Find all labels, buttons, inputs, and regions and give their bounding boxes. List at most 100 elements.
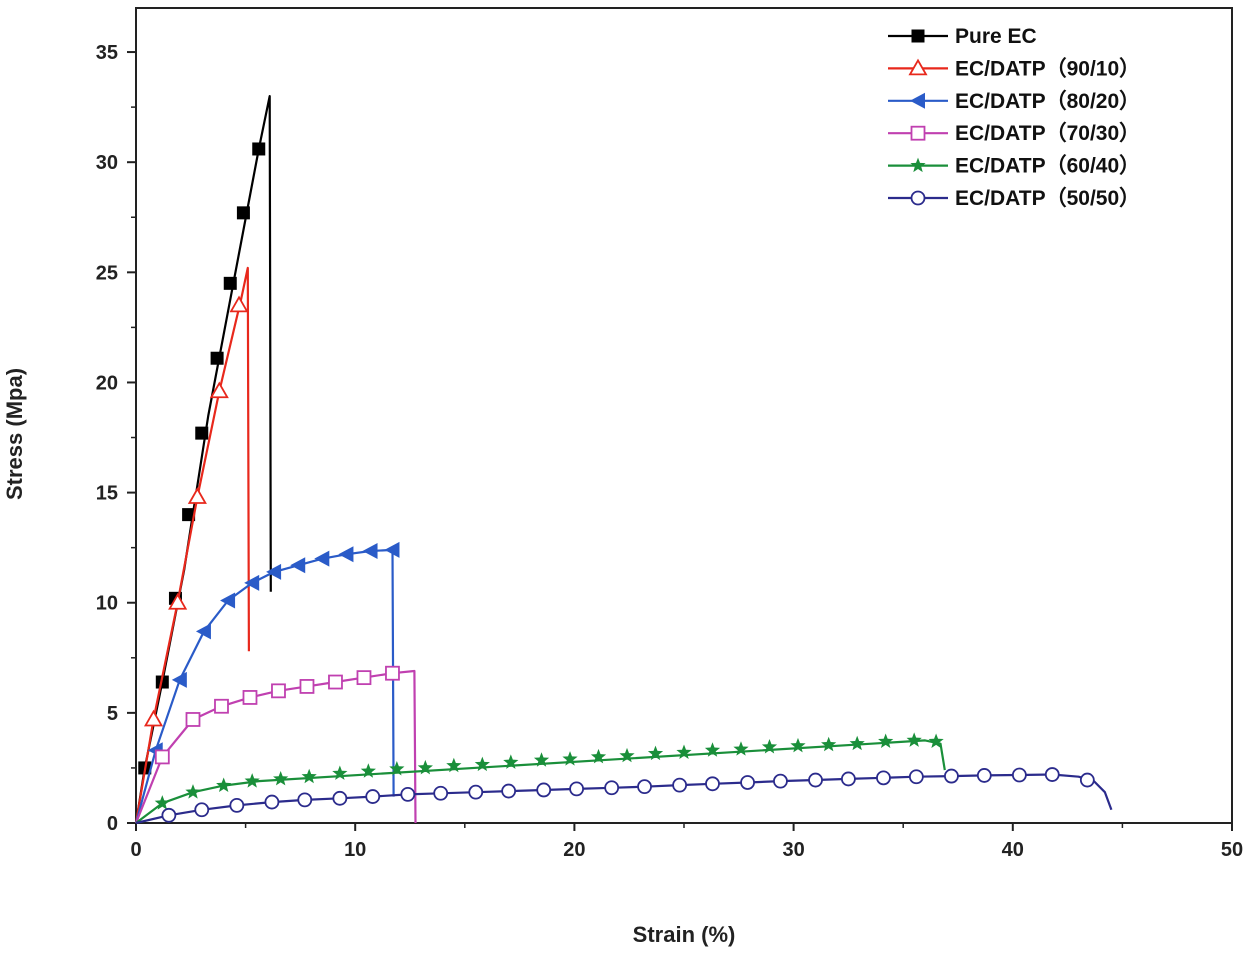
data-point [360,763,376,778]
data-point [187,487,207,504]
legend-marker [910,190,926,206]
data-point [433,785,449,801]
data-point [154,795,170,810]
data-point [400,786,416,802]
data-point [533,752,550,767]
x-axis-label: Strain (%) [633,922,736,947]
legend-marker [911,29,925,43]
x-tick-label: 10 [344,839,366,861]
legend-label: EC/DATP（90/10） [955,56,1140,80]
data-point [229,295,249,313]
data-point [236,206,250,220]
data-point [672,777,688,793]
data-point [705,776,720,792]
data-point [569,781,584,797]
data-point [171,671,187,688]
data-point [878,733,894,748]
legend-label: EC/DATP（50/50） [955,186,1140,210]
legend-item: EC/DATP（90/10） [888,56,1140,80]
data-point [761,739,778,754]
data-point [195,426,209,440]
legend-marker [910,92,925,109]
data-point [637,779,652,795]
legend-marker [908,58,928,76]
legend-label: Pure EC [955,25,1037,48]
data-point [619,747,635,763]
data-point [468,784,484,800]
data-point [676,744,692,759]
data-point [223,276,237,290]
legend-item: EC/DATP（70/30） [888,121,1140,145]
legend-item: EC/DATP（60/40） [888,154,1140,178]
data-point [928,733,944,748]
series-2 [134,541,400,824]
data-point [210,351,224,365]
series-1 [134,266,250,824]
legend-label: EC/DATP（70/30） [955,121,1140,145]
data-point [301,768,317,784]
y-tick-label: 25 [96,262,118,284]
data-point [365,789,381,804]
data-point [536,782,552,798]
data-point [944,768,959,784]
data-point [876,770,891,786]
data-point [908,769,924,785]
data-point [195,623,211,640]
data-point [271,683,286,699]
data-point [220,592,236,609]
legend-item: EC/DATP（50/50） [888,186,1140,210]
data-point [790,737,806,753]
data-point [821,736,837,752]
data-point [266,563,282,580]
x-tick-label: 20 [563,839,585,861]
y-tick-label: 5 [107,703,118,725]
data-point [417,759,433,775]
y-tick-label: 0 [107,813,118,835]
y-tick-label: 20 [96,372,118,394]
data-point [332,790,348,806]
x-tick-label: 50 [1221,839,1243,861]
series-line [134,266,250,824]
axes: 0 10 20 30 40 50 0 5 10 15 20 25 30 35 [96,42,1243,861]
data-point [264,794,280,810]
data-point [389,761,405,776]
series-line [134,548,395,824]
data-point [849,735,865,751]
data-point [590,748,607,764]
data-point [194,802,210,818]
data-point [143,709,164,727]
data-point [216,777,232,793]
data-point [474,756,490,772]
data-point [976,768,992,783]
series-5 [135,767,1113,825]
data-point [209,381,229,399]
y-axis-label: Stress (Mpa) [2,368,27,500]
data-point [182,508,196,522]
data-point [503,754,519,769]
x-tick-label: 0 [130,839,141,861]
data-point [161,807,177,823]
x-tick-label: 30 [782,839,804,861]
x-tick-label: 40 [1002,839,1024,861]
data-point [290,557,306,574]
data-point [362,542,378,559]
data-point [273,770,289,786]
data-point [229,797,245,813]
data-point [1079,772,1095,788]
data-point [185,784,201,799]
data-point [314,550,330,567]
data-point [356,670,372,686]
data-point [446,757,462,773]
data-point [338,546,354,563]
data-point [841,771,856,787]
series-4 [135,732,946,824]
data-point [242,690,258,705]
data-point [604,780,620,796]
legend: Pure EC EC/DATP（90/10） EC/DATP（80/20） EC/DA… [888,25,1140,210]
data-point [1044,767,1060,782]
data-point [332,765,348,780]
y-tick-label: 10 [96,593,118,615]
y-tick-label: 30 [96,152,118,174]
data-point [501,783,517,799]
